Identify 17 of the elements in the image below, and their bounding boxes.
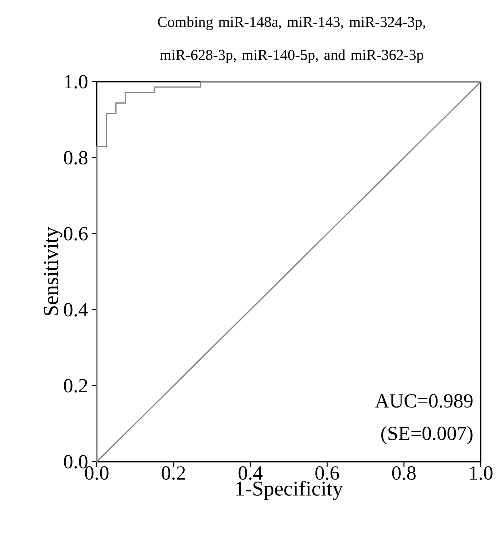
- y-tick-label: 0.8: [64, 151, 88, 165]
- annotation: (SE=0.007): [382, 426, 473, 444]
- x-tick-label: 0.6: [316, 466, 340, 480]
- x-axis-title: 1-Specificity: [236, 480, 344, 500]
- y-tick-label: 0.4: [64, 303, 88, 317]
- y-tick-label: 0.0: [64, 455, 88, 469]
- x-tick-label: 0.2: [162, 466, 186, 480]
- x-tick-label: 0.0: [85, 466, 109, 480]
- y-tick-label: 1.0: [65, 75, 88, 89]
- y-axis-title: Sensitivity: [44, 227, 63, 316]
- x-tick-label: 0.8: [392, 466, 416, 480]
- x-tick-label: 0.4: [238, 466, 263, 480]
- y-tick-label: 0.2: [64, 379, 88, 393]
- x-tick-label: 1.0: [470, 466, 493, 480]
- annotation: AUC=0.989: [375, 394, 473, 408]
- y-tick-label: 0.6: [64, 227, 88, 241]
- chart-title: Combing miR-148a, miR-143, miR-324-3p, miR-628-3p, miR-140-5p, and miR-362-3p: [158, 16, 426, 64]
